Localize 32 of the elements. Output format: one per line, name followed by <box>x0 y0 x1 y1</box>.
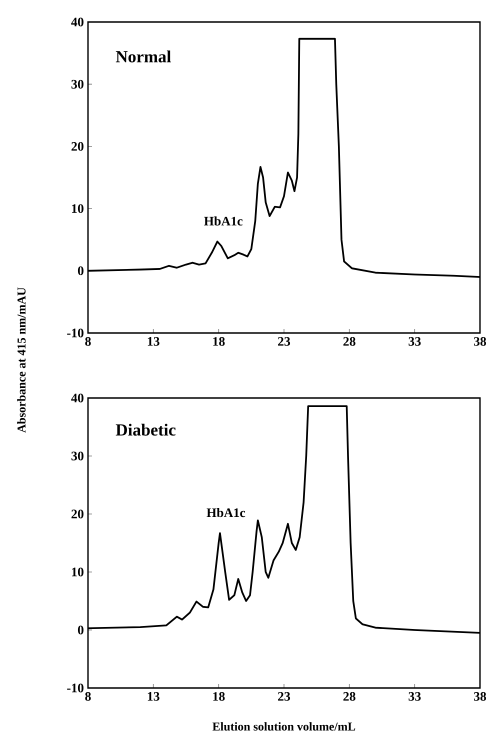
x-tick-label: 28 <box>343 337 356 346</box>
text: Normal <box>116 50 171 62</box>
x-tick-label: 18 <box>213 692 225 701</box>
x-axis-title: Elution solution volume/mL <box>212 722 356 731</box>
y-tick-label: 0 <box>78 626 84 634</box>
x-tick-label: 33 <box>408 337 421 346</box>
y-tick-label: 10 <box>72 204 84 213</box>
x-tick-label: 13 <box>148 692 160 701</box>
y-tick-label: -10 <box>67 684 84 692</box>
y-tick-label: -10 <box>67 328 84 338</box>
x-tick-label: 38 <box>474 692 486 701</box>
y-tick-label: 40 <box>71 394 84 402</box>
x-tick-label: 23 <box>278 692 290 701</box>
y-tick-label: 20 <box>72 142 84 151</box>
annotation: HbA1c <box>204 216 243 226</box>
y-tick-label: 30 <box>71 80 84 89</box>
y-tick-label: 30 <box>71 452 84 460</box>
y-tick-label: 20 <box>72 510 84 518</box>
annotation: HbA1c <box>206 508 246 518</box>
x-tick-label: 38 <box>474 337 486 346</box>
x-tick-label: 18 <box>213 337 225 346</box>
x-tick-label: 8 <box>85 692 91 701</box>
text: Diabetic <box>116 424 176 436</box>
y-tick-label: 0 <box>78 266 84 276</box>
x-tick-label: 23 <box>278 337 290 346</box>
x-tick-label: 13 <box>148 337 160 346</box>
x-tick-label: 33 <box>408 692 421 701</box>
x-tick-label: 28 <box>343 692 356 701</box>
y-axis-title: Absorbance at 415 nm/mAU <box>17 287 26 433</box>
y-tick-label: 10 <box>72 568 84 576</box>
x-tick-label: 8 <box>85 337 91 346</box>
y-tick-label: 40 <box>71 18 84 26</box>
